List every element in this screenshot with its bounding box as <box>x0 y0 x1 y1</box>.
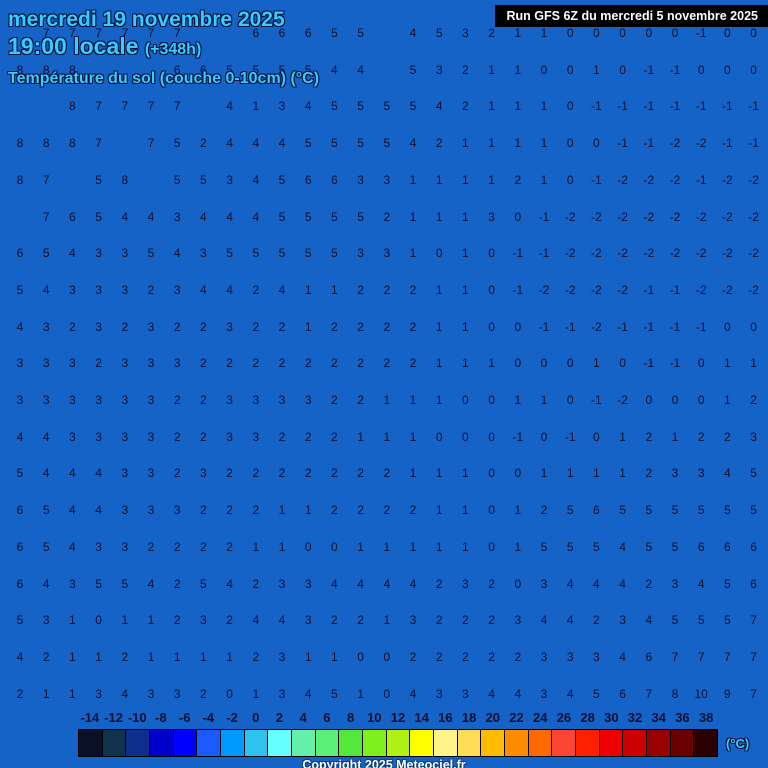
legend-tick-labels: -14 -12 -10 -8 -6 -4 -2 0 2 4 6 8 10 12 14 16 18 20 22 24 26… <box>0 710 768 728</box>
legend-swatch <box>694 730 718 756</box>
legend-swatch <box>647 730 671 756</box>
legend-swatch <box>505 730 529 756</box>
legend-tick: -2 <box>226 710 238 725</box>
legend-swatch <box>623 730 648 756</box>
legend-tick: 6 <box>323 710 331 725</box>
map-parameter-title: Température du sol (couche 0-10cm) (°C) <box>8 70 320 87</box>
legend-tick: 10 <box>367 710 382 725</box>
legend-swatch <box>79 730 103 756</box>
legend-swatch <box>410 730 435 756</box>
map-lead-time: (+348h) <box>144 41 202 58</box>
legend-tick: 22 <box>509 710 524 725</box>
legend-tick: 16 <box>438 710 453 725</box>
legend-swatch <box>221 730 245 756</box>
legend-tick: 18 <box>461 710 477 725</box>
legend-tick: 14 <box>414 710 429 725</box>
legend-tick: -8 <box>155 710 167 725</box>
legend-swatch <box>315 730 340 756</box>
copyright-notice: Copyright 2025 Meteociel.fr <box>302 758 466 768</box>
map-time-title: 19:00 locale (+348h) <box>8 33 201 60</box>
legend-swatch <box>599 730 624 756</box>
legend-tick: 28 <box>580 710 595 725</box>
legend-swatch <box>481 730 506 756</box>
legend-swatch <box>292 730 316 756</box>
legend-swatch <box>244 730 269 756</box>
legend-tick: -6 <box>178 710 191 725</box>
legend-tick: 0 <box>252 710 260 725</box>
legend-swatch <box>102 730 127 756</box>
legend-swatch <box>363 730 387 756</box>
legend-tick: 34 <box>651 710 666 725</box>
legend-tick: 2 <box>275 710 284 725</box>
legend-swatch <box>197 730 222 756</box>
legend-tick: -4 <box>202 710 215 725</box>
legend-tick: 12 <box>390 710 406 725</box>
legend-swatch <box>434 730 458 756</box>
legend-tick: 38 <box>698 710 714 725</box>
legend-tick: 26 <box>556 710 572 725</box>
legend-tick: 8 <box>346 710 355 725</box>
legend-swatch <box>528 730 553 756</box>
map-time-value: 19:00 locale <box>8 33 139 59</box>
map-date-title: mercredi 19 novembre 2025 <box>8 8 285 31</box>
legend-tick: -14 <box>80 710 100 725</box>
legend-tick: 36 <box>675 710 690 725</box>
legend-tick: -12 <box>104 710 123 725</box>
color-scale-legend: -14 -12 -10 -8 -6 -4 -2 0 2 4 6 8 10 12 14 16 18 20 22 24 26… <box>0 710 768 768</box>
legend-tick: 4 <box>299 710 307 725</box>
legend-swatch <box>126 730 151 756</box>
map-raster <box>0 0 768 710</box>
legend-swatch <box>457 730 482 756</box>
legend-tick: 32 <box>627 710 643 725</box>
legend-swatch <box>150 730 174 756</box>
legend-swatch <box>339 730 364 756</box>
model-run-banner: Run GFS 6Z du mercredi 5 novembre 2025 <box>494 5 768 27</box>
legend-swatch <box>670 730 695 756</box>
legend-tick: 20 <box>485 710 501 725</box>
legend-swatch <box>268 730 293 756</box>
legend-swatch <box>173 730 198 756</box>
legend-color-bar <box>78 729 718 757</box>
legend-swatch <box>576 730 600 756</box>
legend-tick: -10 <box>127 710 147 725</box>
legend-tick: 24 <box>532 710 548 725</box>
legend-swatch <box>552 730 577 756</box>
temperature-map[interactable]: 7 7 7 7 7 7 6 6 6 5 5 4 5 3 2 1 1 0 0 0 0 0 -1 0 0 8 8 8 6 6 5 5 5 5 4 4 5 3 2… <box>0 0 768 710</box>
legend-swatch <box>386 730 411 756</box>
legend-tick: 30 <box>604 710 619 725</box>
legend-unit-label: (°C) <box>726 736 750 751</box>
